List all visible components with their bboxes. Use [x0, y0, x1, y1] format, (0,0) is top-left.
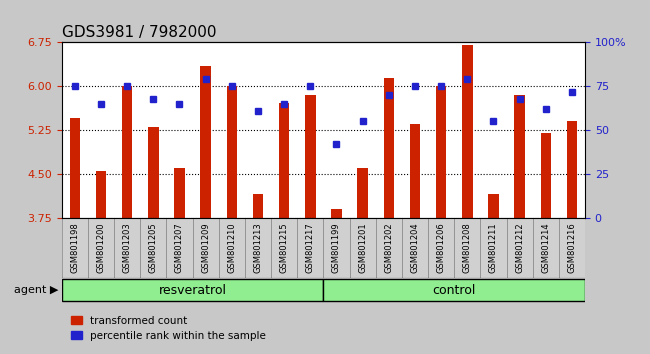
FancyBboxPatch shape: [376, 218, 402, 278]
Text: GSM801216: GSM801216: [567, 222, 577, 273]
Text: GSM801203: GSM801203: [123, 222, 132, 273]
FancyBboxPatch shape: [532, 218, 559, 278]
Bar: [148, 127, 159, 218]
FancyBboxPatch shape: [428, 218, 454, 278]
Bar: [174, 168, 185, 218]
FancyBboxPatch shape: [192, 218, 218, 278]
Bar: [253, 194, 263, 218]
Text: GSM801208: GSM801208: [463, 222, 472, 273]
FancyBboxPatch shape: [350, 218, 376, 278]
Text: GSM801211: GSM801211: [489, 222, 498, 273]
Text: GDS3981 / 7982000: GDS3981 / 7982000: [62, 25, 216, 40]
Text: GSM801200: GSM801200: [96, 222, 105, 273]
Bar: [410, 124, 420, 218]
FancyBboxPatch shape: [62, 279, 324, 302]
FancyBboxPatch shape: [402, 218, 428, 278]
FancyBboxPatch shape: [166, 218, 192, 278]
Bar: [462, 45, 473, 218]
FancyBboxPatch shape: [114, 218, 140, 278]
Legend: transformed count, percentile rank within the sample: transformed count, percentile rank withi…: [67, 312, 270, 345]
Text: GSM801210: GSM801210: [227, 222, 237, 273]
Bar: [70, 118, 80, 218]
Bar: [541, 133, 551, 218]
Bar: [332, 209, 342, 218]
Bar: [384, 78, 394, 218]
Text: GSM801201: GSM801201: [358, 222, 367, 273]
FancyBboxPatch shape: [454, 218, 480, 278]
FancyBboxPatch shape: [324, 218, 350, 278]
FancyBboxPatch shape: [297, 218, 324, 278]
Text: GSM801209: GSM801209: [201, 222, 210, 273]
Text: GSM801204: GSM801204: [410, 222, 419, 273]
Text: GSM801215: GSM801215: [280, 222, 289, 273]
FancyBboxPatch shape: [559, 218, 585, 278]
Bar: [122, 86, 133, 218]
FancyBboxPatch shape: [218, 218, 245, 278]
FancyBboxPatch shape: [88, 218, 114, 278]
Text: GSM801213: GSM801213: [254, 222, 263, 273]
FancyBboxPatch shape: [506, 218, 532, 278]
Text: GSM801206: GSM801206: [437, 222, 446, 273]
Text: control: control: [432, 284, 476, 297]
FancyBboxPatch shape: [324, 279, 585, 302]
Bar: [567, 121, 577, 218]
FancyBboxPatch shape: [245, 218, 271, 278]
Bar: [227, 86, 237, 218]
Text: resveratrol: resveratrol: [159, 284, 227, 297]
Bar: [436, 86, 447, 218]
Text: GSM801198: GSM801198: [70, 222, 79, 273]
Text: GSM801207: GSM801207: [175, 222, 184, 273]
Text: GSM801217: GSM801217: [306, 222, 315, 273]
FancyBboxPatch shape: [140, 218, 166, 278]
Text: GSM801214: GSM801214: [541, 222, 551, 273]
Text: agent ▶: agent ▶: [14, 285, 58, 295]
Bar: [96, 171, 106, 218]
Text: GSM801199: GSM801199: [332, 222, 341, 273]
Bar: [488, 194, 499, 218]
Text: GSM801202: GSM801202: [384, 222, 393, 273]
FancyBboxPatch shape: [480, 218, 506, 278]
Bar: [279, 103, 289, 218]
Bar: [200, 66, 211, 218]
Bar: [305, 95, 315, 218]
FancyBboxPatch shape: [271, 218, 297, 278]
Bar: [514, 95, 525, 218]
Bar: [358, 168, 368, 218]
Text: GSM801212: GSM801212: [515, 222, 524, 273]
Text: GSM801205: GSM801205: [149, 222, 158, 273]
FancyBboxPatch shape: [62, 218, 88, 278]
